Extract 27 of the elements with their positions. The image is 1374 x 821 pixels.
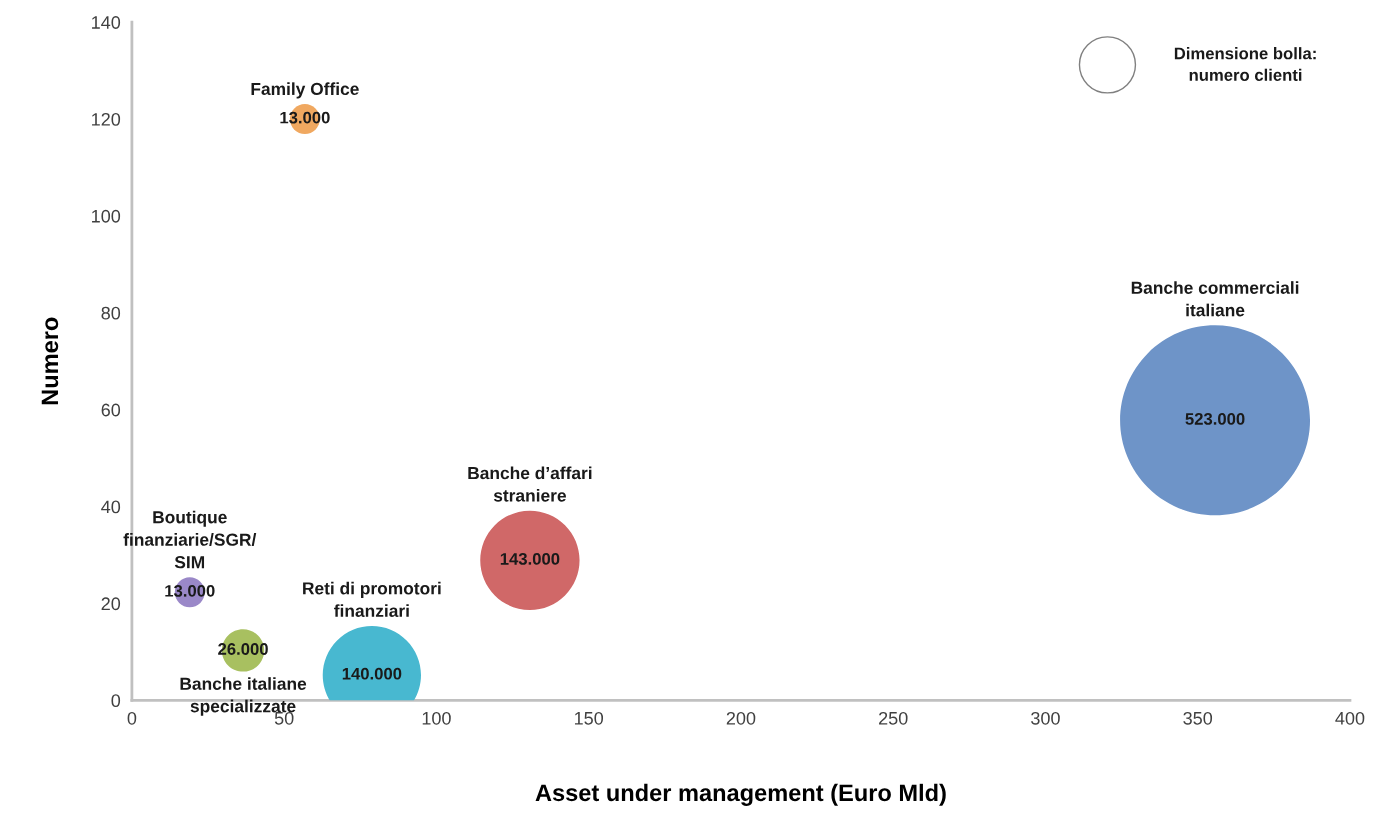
data-label: 143.000 [500, 553, 560, 565]
y-tick-label: 40 [101, 500, 121, 514]
y-axis-title: Numero [41, 317, 59, 405]
annotation: Banche commerciali italiane [1131, 281, 1299, 317]
annotation: Family Office [251, 82, 359, 99]
x-tick-label: 250 [879, 711, 908, 725]
data-label: 523.000 [1185, 413, 1245, 425]
x-axis-title: Asset under management (Euro Mld) [535, 783, 946, 806]
y-tick-label: 140 [92, 16, 121, 29]
x-tick-label: 400 [1335, 711, 1365, 725]
x-tick-label: 100 [422, 711, 451, 725]
x-tick-label: 0 [127, 711, 137, 725]
y-tick-label: 60 [101, 403, 121, 417]
x-tick-label: 350 [1183, 711, 1213, 725]
annotation: Banche d’affari straniere [468, 466, 592, 502]
y-tick-label: 20 [101, 597, 121, 611]
y-tick-label: 100 [92, 209, 121, 223]
annotation: Reti di promotori finanziari [303, 581, 441, 617]
y-tick-label: 80 [101, 306, 121, 320]
x-tick-label: 300 [1031, 711, 1060, 725]
annotation: Dimensione bolla: numero clienti [1174, 47, 1316, 81]
y-tick-label: 0 [111, 694, 121, 708]
data-label: 140.000 [342, 667, 402, 680]
x-tick-label: 200 [726, 711, 756, 725]
y-tick-label: 120 [92, 112, 121, 126]
x-tick-label: 150 [574, 711, 604, 725]
annotation: Boutique finanziarie/SGR/ SIM [123, 510, 257, 569]
